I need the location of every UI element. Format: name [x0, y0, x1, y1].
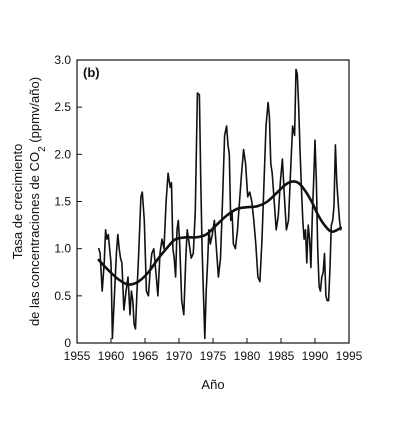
x-tick-label: 1970 — [166, 349, 193, 363]
x-tick-label: 1975 — [200, 349, 227, 363]
growth-rate-line — [98, 68, 342, 340]
y-axis-title-unit: (ppmv/año) — [27, 77, 42, 146]
y-tick-label: 0 — [64, 336, 71, 350]
x-tick-label: 1955 — [64, 349, 91, 363]
y-axis-title-main: de las concentraciones de CO — [27, 152, 42, 326]
x-tick-label: 1990 — [302, 349, 329, 363]
x-tick-label: 1985 — [268, 349, 295, 363]
x-tick-label: 1980 — [234, 349, 261, 363]
series-layer — [97, 68, 343, 340]
y-axis-title-line1: Tasa de crecimiento — [10, 144, 25, 260]
y-axis-title-line2: de las concentraciones de CO2 (ppmv/año) — [27, 77, 48, 326]
x-axis-title: Año — [201, 377, 224, 392]
y-tick-label: 1.5 — [54, 195, 71, 209]
y-tick-label: 0.5 — [54, 289, 71, 303]
y-axis-title-subscript: 2 — [37, 146, 48, 152]
plot-frame — [76, 59, 350, 344]
smoothed-trend-line — [97, 180, 343, 286]
y-tick-label: 3.0 — [54, 53, 71, 67]
y-tick-label: 2.0 — [54, 147, 71, 161]
panel-label: (b) — [83, 65, 100, 80]
x-tick-label: 1965 — [132, 349, 159, 363]
x-tick-label: 1960 — [98, 349, 125, 363]
y-axis-title: Tasa de crecimiento de las concentracion… — [10, 77, 48, 326]
x-axis-ticks: 1955 1960 1965 1970 1975 1980 1985 1990 1995 — [64, 338, 363, 363]
y-axis-ticks: 0 0.5 1.0 1.5 2.0 2.5 3.0 — [54, 53, 82, 350]
y-tick-label: 2.5 — [54, 100, 71, 114]
y-tick-label: 1.0 — [54, 242, 71, 256]
x-tick-label: 1995 — [336, 349, 363, 363]
